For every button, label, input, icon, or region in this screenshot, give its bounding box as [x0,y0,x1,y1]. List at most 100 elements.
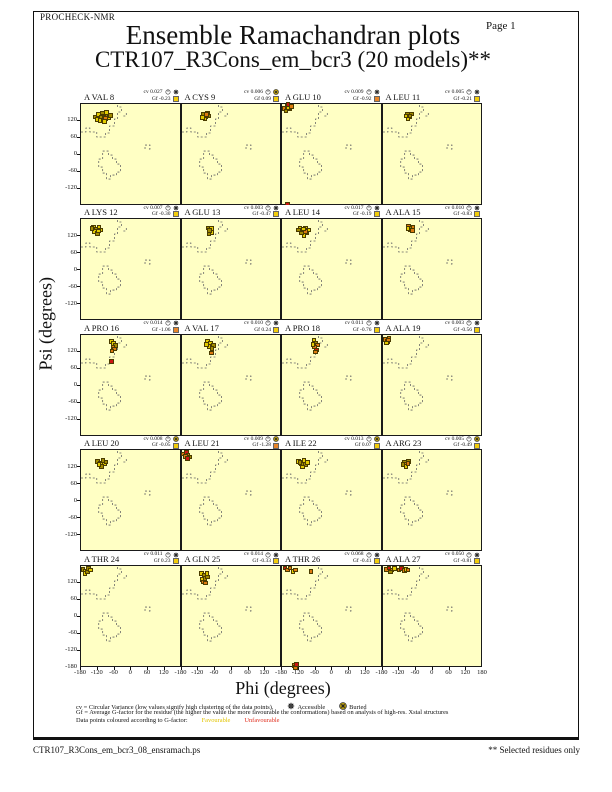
data-point [308,568,314,574]
gf-annotation: Gf 0.24 [254,327,279,334]
allowed-regions-outline [382,334,452,411]
allowed-regions-outline [81,219,151,295]
y-tick-label: -120 [65,530,77,538]
residue-label: A GLU 13 [184,207,221,218]
data-point [305,460,310,466]
subplot-annotations: cv 0.003 Gf -0.56 [445,320,480,333]
y-axis-label: Psi (degrees) [35,277,56,371]
buried-circle-icon [339,702,347,710]
gf-annotation: Gf -0.81 [453,558,480,565]
x-tick-label: 0 [128,669,132,676]
cv-dial-icon [366,552,371,558]
gf-annotation: Gf -1.28 [252,442,279,449]
subplot-title-strip: A THR 26 cv 0.068 Gf -0.41 [281,551,382,565]
gf-colour-square [474,442,480,449]
data-point [94,117,100,122]
x-tick-mark [415,667,416,670]
subplot-title-strip: A PRO 18 cv 0.011 Gf -0.76 [281,320,382,334]
subplot-a-val-8: A VAL 8 cv 0.027 Gf -0.23 [80,89,181,205]
gf-colour-square [474,326,480,333]
cv-annotation: cv 0.014 [244,551,279,558]
cv-dial-icon [366,320,371,326]
allowed-regions-outline [181,219,251,295]
subplot-annotations: cv 0.007 Gf -0.30 [144,205,179,218]
main-title: Ensemble Ramachandran plots [125,20,461,50]
data-point [185,456,190,461]
gf-colour-square [172,326,179,333]
gf-annotation: Gf -0.47 [252,211,279,218]
x-tick-mark [147,667,148,670]
y-tick-mark [77,153,80,155]
data-point [294,662,299,667]
legend-favourable-label: Favourable [201,716,231,724]
subplot-title-strip: A LEU 20 cv 0.008 Gf -0.05 [80,435,181,450]
subplot-a-lys-12: A LYS 12 cv 0.007 Gf -0.30 [80,204,181,321]
cv-dial-icon [265,205,271,211]
gf-colour-square [172,442,179,449]
y-tick-label: 0 [73,149,77,157]
cv-annotation: cv 0.006 [244,89,279,96]
subplot-a-gln-25: A GLN 25 cv 0.014 Gf -0.33 [180,551,281,667]
subplot-title-strip: A ARG 23 cv 0.005 Gf -0.49 [381,435,482,450]
allowed-regions-outline [282,334,352,411]
subplot-title-strip: A LEU 14 cv 0.017 Gf -0.19 [281,204,382,219]
x-tick-label: -60 [310,669,319,676]
x-tick-mark [431,667,433,670]
data-point [293,567,298,573]
y-tick-mark [77,598,80,600]
x-tick-label: -180 [74,669,86,676]
cv-dial-icon [466,205,472,211]
data-point [96,111,101,117]
x-tick-label: -180 [375,669,388,676]
allowed-regions-outline [282,219,352,295]
subplot-title-strip: A PRO 16 cv 0.014 Gf -1.06 [80,320,181,334]
buried-circle-icon [273,436,279,442]
page-border [33,11,579,740]
selected-residues-note: ** Selected residues only [488,745,580,755]
subplot-a-ala-19: A ALA 19 cv 0.003 Gf -0.56 [381,320,482,436]
data-point [109,359,114,364]
cv-dial-icon [466,552,472,558]
subplot-annotations: cv 0.003 Gf -0.47 [244,205,279,218]
cv-annotation: cv 0.011 [345,320,380,327]
subplot-title-strip: A VAL 8 cv 0.027 Gf -0.23 [80,89,181,103]
subplot-a-glu-10: A GLU 10 cv 0.009 Gf -0.92 [281,89,382,208]
data-point [300,226,306,232]
buried-circle-icon [172,436,179,442]
accessible-sun-icon [474,552,480,558]
data-point [205,574,211,580]
cv-annotation: cv 0.068 [345,551,380,558]
gf-annotation: Gf -0.92 [353,96,380,103]
residue-label: A GLU 10 [285,91,321,102]
subplot-title-strip: A CYS 9 cv 0.006 Gf 0.09 [180,89,281,103]
allowed-regions-outline [81,334,151,411]
gf-annotation: Gf -0.83 [453,211,480,218]
cv-dial-icon [265,552,271,558]
subplot-a-leu-21: A LEU 21 cv 0.009 Gf -1.28 [180,435,281,552]
residue-label: A ALA 19 [385,322,421,333]
legend-gf-row: Gf = Average G-factor for the residue (t… [76,709,556,716]
x-tick-mark [281,667,282,670]
app-title: PROCHECK-NMR [40,12,116,22]
legend-cv-row: cv = Circular Variance (low values signi… [76,702,556,711]
cv-annotation: cv 0.009 [345,89,380,96]
y-tick-mark [77,581,80,583]
accessible-sun-icon [273,552,279,558]
subplot-annotations: cv 0.017 Gf -0.19 [345,205,380,218]
ramachandran-plot-area [80,564,181,667]
y-tick-mark [77,534,80,536]
x-tick-label: -120 [191,669,204,676]
allowed-regions-outline [181,334,251,411]
gf-colour-square [273,211,279,218]
x-tick-label: -60 [410,669,420,676]
y-tick-mark [77,649,80,651]
y-tick-label: -60 [68,629,77,637]
page-number: Page 1 [486,20,516,32]
residue-label: A ALA 27 [385,553,421,564]
gf-annotation: Gf -0.49 [453,442,480,449]
subplot-title-strip: A GLU 13 cv 0.003 Gf -0.47 [180,204,281,219]
x-tick-mark [214,667,215,670]
x-tick-label: -120 [90,669,103,676]
x-tick-mark [364,667,366,670]
allowed-regions-outline [181,103,251,179]
